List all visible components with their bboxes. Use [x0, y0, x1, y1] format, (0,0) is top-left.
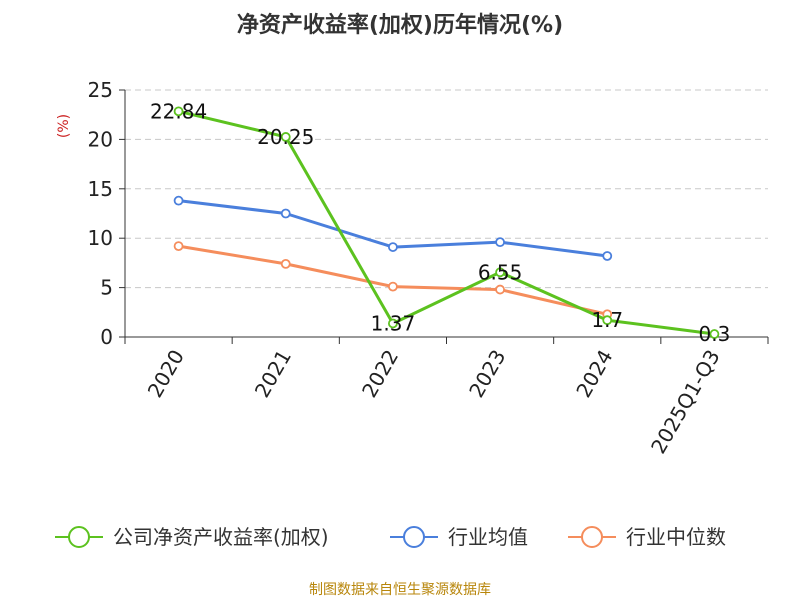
series-0-point-3 — [495, 267, 505, 278]
legend-label-0: 公司净资产收益率(加权) — [113, 525, 329, 549]
legend-swatch-marker-1 — [403, 526, 425, 548]
data-label-4: 1.7 — [591, 308, 623, 332]
x-tick-label-2020: 2020 — [143, 346, 189, 402]
series-line-2 — [178, 244, 608, 316]
x-tick-label-2021: 2021 — [250, 346, 296, 402]
series-0-point-5 — [709, 329, 720, 339]
legend-label-1: 行业均值 — [448, 525, 528, 549]
series-lines — [173, 106, 720, 339]
legend-swatch-marker-0 — [68, 526, 90, 548]
series-0-point-1 — [280, 132, 291, 142]
series-0-point-2 — [388, 318, 398, 329]
chart-title: 净资产收益率(加权)历年情况(%) — [237, 12, 563, 38]
x-tick-label-2024: 2024 — [571, 346, 617, 402]
series-2-point-2 — [388, 281, 398, 292]
axes: 0 5 10 15 20 25 2020 2021 2022 2023 2024 2025Q1-Q3 — [88, 78, 769, 458]
series-0-point-4 — [602, 315, 613, 326]
series-1-point-2 — [388, 242, 398, 252]
series-line-0 — [178, 109, 715, 336]
y-tick-label-0: 0 — [100, 325, 113, 349]
legend-label-2: 行业中位数 — [626, 525, 726, 549]
y-tick-label-5: 5 — [100, 276, 113, 300]
source-note: 制图数据来自恒生聚源数据库 — [309, 582, 491, 598]
x-tick-label-2025Q1-Q3: 2025Q1-Q3 — [646, 346, 725, 458]
legend: 公司净资产收益率(加权) 行业均值 行业中位数 — [55, 525, 726, 549]
series-1-point-3 — [495, 237, 505, 248]
data-label-1: 20.25 — [257, 125, 314, 149]
grid-lines — [125, 89, 768, 289]
series-2-point-3 — [495, 284, 505, 295]
data-labels: 22.84 20.25 1.37 6.55 1.7 0.3 — [150, 99, 730, 346]
series-1-point-4 — [602, 251, 613, 261]
data-label-0: 22.84 — [150, 99, 207, 123]
x-tick-label-2023: 2023 — [464, 346, 510, 402]
series-2-point-1 — [280, 258, 291, 269]
y-tick-label-15: 15 — [88, 177, 113, 201]
series-1-point-1 — [280, 208, 291, 219]
data-label-2: 1.37 — [371, 311, 416, 335]
legend-swatch-marker-2 — [581, 526, 603, 548]
y-tick-label-10: 10 — [88, 226, 113, 250]
series-1-point-0 — [173, 195, 184, 206]
y-tick-label-20: 20 — [88, 127, 113, 151]
y-tick-label-25: 25 — [88, 78, 113, 102]
x-tick-label-2022: 2022 — [357, 346, 403, 402]
series-2-point-0 — [173, 241, 184, 252]
data-label-5: 0.3 — [699, 322, 731, 346]
data-label-3: 6.55 — [478, 260, 523, 284]
series-0-point-0 — [173, 106, 184, 117]
y-axis-label: (%) — [56, 114, 72, 138]
